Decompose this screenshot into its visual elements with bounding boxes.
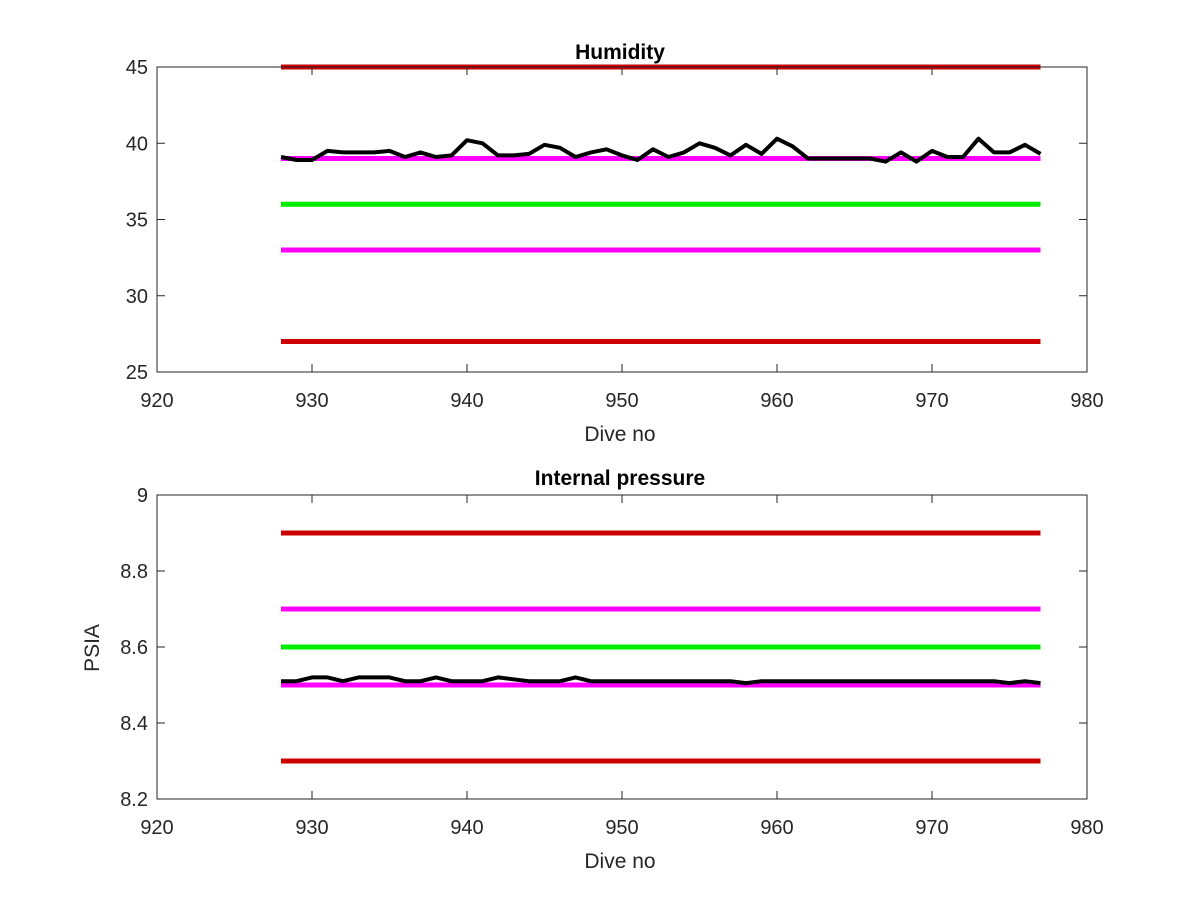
humidity-x-axis-label: Dive no xyxy=(584,423,655,446)
humidity-series-measured xyxy=(280,136,1042,164)
humidity-y-tick-label: 40 xyxy=(126,133,148,155)
humidity-x-tick-label: 930 xyxy=(295,390,328,412)
humidity-x-tick-label: 940 xyxy=(450,390,483,412)
pressure-x-tick-label: 960 xyxy=(760,817,793,839)
pressure-series-layer xyxy=(281,530,1041,764)
humidity-y-tick-label: 35 xyxy=(126,210,148,232)
pressure-y-tick-label: 8.8 xyxy=(120,561,148,583)
pressure-x-tick-label: 940 xyxy=(450,817,483,839)
pressure-x-tick-label: 980 xyxy=(1070,817,1103,839)
humidity-plot: 920 930 940 950 960 970 980 25 30 35 40 45 Humidity… xyxy=(126,41,1104,446)
pressure-series-measured xyxy=(281,675,1041,686)
pressure-title: Internal pressure xyxy=(535,467,705,490)
pressure-y-tick-label: 9 xyxy=(137,485,148,507)
pressure-x-axis-label: Dive no xyxy=(584,850,655,873)
humidity-x-tick-label: 980 xyxy=(1070,390,1103,412)
humidity-title: Humidity xyxy=(575,41,665,64)
pressure-y-axis-label: PSIA xyxy=(81,624,104,672)
pressure-y-tick-label: 8.6 xyxy=(120,637,148,659)
humidity-y-tick-label: 45 xyxy=(126,57,148,79)
humidity-y-tick-label: 30 xyxy=(126,286,148,308)
humidity-x-tick-label: 960 xyxy=(760,390,793,412)
pressure-ticks: 920 930 940 950 960 970 980 8.2 8.4 8.6 8.8 9 xyxy=(120,485,1104,839)
pressure-x-tick-label: 970 xyxy=(915,817,948,839)
pressure-y-tick-label: 8.4 xyxy=(120,713,148,735)
humidity-x-tick-label: 970 xyxy=(915,390,948,412)
humidity-y-tick-label: 25 xyxy=(126,362,148,384)
humidity-x-tick-label: 920 xyxy=(140,390,173,412)
internal-pressure-plot: 920 930 940 950 960 970 980 8.2 8.4 8.6 8.8 9 Inter… xyxy=(81,467,1104,873)
pressure-x-tick-label: 920 xyxy=(140,817,173,839)
pressure-x-tick-label: 930 xyxy=(295,817,328,839)
humidity-ticks: 920 930 940 950 960 970 980 25 30 35 40 45 xyxy=(126,57,1104,412)
humidity-x-tick-label: 950 xyxy=(605,390,638,412)
pressure-x-tick-label: 950 xyxy=(605,817,638,839)
pressure-y-tick-label: 8.2 xyxy=(120,789,148,811)
